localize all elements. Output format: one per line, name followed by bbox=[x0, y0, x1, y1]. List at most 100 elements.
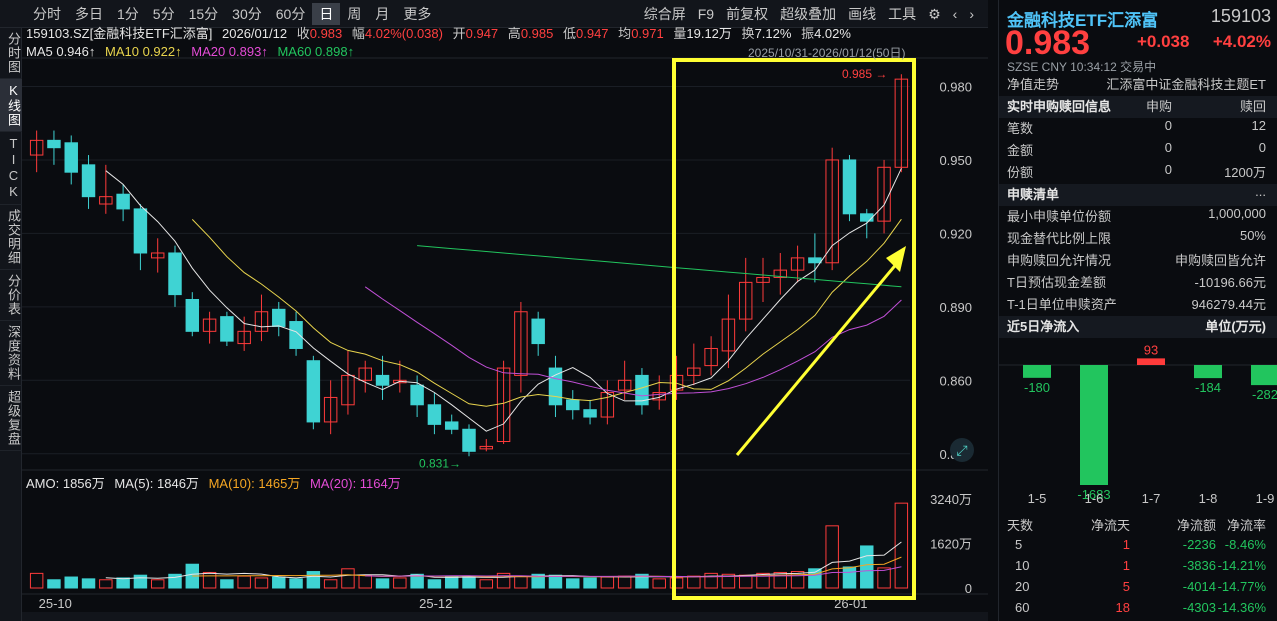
price-axis-label: 0.950 bbox=[939, 153, 972, 168]
side-tabs: 分时图 K线图 TICK 成交明细 分价表 深度资料 超级复盘 bbox=[0, 28, 22, 621]
period-tab-2[interactable]: 1分 bbox=[117, 5, 139, 22]
nav-row: 净值走势 汇添富中证金融科技主题ET bbox=[999, 74, 1277, 96]
chevron-right-icon[interactable]: › bbox=[969, 6, 974, 22]
candle-body bbox=[479, 445, 494, 450]
flow-value: -1683 bbox=[1077, 487, 1110, 502]
adjust-button[interactable]: 前复权 bbox=[726, 6, 769, 22]
candle-body bbox=[306, 360, 321, 423]
volume-bar bbox=[721, 573, 736, 589]
toolbar-right: 综合屏 F9 前复权 超级叠加 画线 工具 ⚙ ‹ › bbox=[638, 0, 980, 28]
date-axis-label: 25-10 bbox=[39, 596, 72, 611]
list-label: T日预估现金差额 bbox=[1007, 275, 1106, 290]
list-more-button[interactable]: ... bbox=[1255, 184, 1266, 199]
tbl-head-cell: 净流天 bbox=[1090, 518, 1130, 533]
period-tab-10[interactable]: 更多 bbox=[403, 5, 432, 22]
period-tab-3[interactable]: 5分 bbox=[152, 5, 175, 22]
tbl-cell: 18 bbox=[1115, 600, 1130, 615]
volume-bar bbox=[756, 572, 770, 589]
volume-bar bbox=[150, 579, 165, 589]
overlay-button[interactable]: 超级叠加 bbox=[780, 6, 837, 22]
side-tab-6[interactable]: 超级复盘 bbox=[0, 386, 22, 451]
period-tab-9[interactable]: 月 bbox=[375, 5, 390, 22]
tbl-cell: -3836 bbox=[1182, 558, 1216, 573]
expand-icon[interactable] bbox=[950, 438, 974, 462]
side-tab-3[interactable]: 成交明细 bbox=[0, 205, 22, 270]
candle-body bbox=[410, 384, 424, 406]
volume-bar bbox=[669, 577, 684, 589]
settings-icon[interactable]: ⚙ bbox=[928, 5, 941, 22]
candle-body bbox=[687, 367, 701, 376]
rt-label: 份额 bbox=[1007, 165, 1034, 180]
period-tab-7[interactable]: 日 bbox=[312, 2, 341, 25]
flow-table-row: 20 5 -4014 -14.77% bbox=[999, 579, 1277, 601]
volume-bar bbox=[773, 571, 788, 589]
candle-body bbox=[185, 299, 200, 332]
range-label: 振 bbox=[801, 26, 815, 41]
tbl-cell: -8.46% bbox=[1224, 537, 1266, 552]
rt-h1: 申购 bbox=[1145, 99, 1172, 114]
open-value: 0.947 bbox=[465, 26, 499, 41]
tbl-cell: -4303 bbox=[1182, 600, 1216, 615]
tbl-head-cell: 净流率 bbox=[1226, 518, 1266, 533]
volume-bar bbox=[842, 566, 857, 589]
price-axis-label: 0.980 bbox=[939, 79, 972, 94]
vol-ma5-label: MA(5): 1846万 bbox=[114, 476, 199, 491]
candle-body bbox=[756, 276, 770, 283]
ma-info-row: MA5 0.946↑ MA10 0.922↑ MA20 0.893↑ MA60 … bbox=[26, 44, 354, 64]
candle-body bbox=[358, 367, 372, 381]
candle-body bbox=[323, 396, 338, 423]
volume-bar bbox=[583, 577, 597, 589]
candle-body bbox=[894, 78, 909, 168]
ma20-line bbox=[364, 286, 902, 397]
candle-body bbox=[600, 392, 615, 418]
candle-body bbox=[462, 428, 476, 452]
volume-bar bbox=[427, 579, 442, 589]
period-tab-0[interactable]: 分时 bbox=[33, 5, 61, 22]
vol-label: 量 bbox=[673, 26, 687, 41]
side-tab-4[interactable]: 分价表 bbox=[0, 270, 22, 321]
candle-body bbox=[444, 421, 459, 430]
candle-body bbox=[721, 318, 736, 352]
draw-line-button[interactable]: 画线 bbox=[848, 6, 877, 22]
turn-label: 换 bbox=[741, 26, 755, 41]
side-tab-5[interactable]: 深度资料 bbox=[0, 321, 22, 386]
vol-ma20-line bbox=[365, 566, 902, 578]
chevron-left-icon[interactable]: ‹ bbox=[952, 6, 958, 22]
high-value: 0.985 bbox=[520, 26, 554, 41]
low-marker: 0.831→ bbox=[419, 456, 461, 470]
period-tab-1[interactable]: 多日 bbox=[75, 5, 103, 22]
flow-bar bbox=[1137, 358, 1165, 365]
candle-body bbox=[635, 374, 649, 406]
candle-body bbox=[289, 321, 303, 349]
list-title: 申赎清单 bbox=[1007, 187, 1060, 202]
vol-ma10-label: MA(10): 1465万 bbox=[208, 476, 301, 491]
volume-bar bbox=[738, 574, 753, 589]
candle-body bbox=[860, 213, 874, 222]
candle-body bbox=[341, 374, 355, 406]
period-tab-4[interactable]: 15分 bbox=[188, 5, 219, 22]
f9-button[interactable]: F9 bbox=[697, 6, 715, 22]
trend-arrow bbox=[735, 261, 900, 456]
side-tab-1[interactable]: K线图 bbox=[0, 79, 22, 132]
avg-label: 均 bbox=[618, 26, 632, 41]
flow-date: 1-5 bbox=[1028, 491, 1047, 506]
flow-table-row: 5 1 -2236 -8.46% bbox=[999, 537, 1277, 559]
flow-bar bbox=[1023, 365, 1051, 378]
ma5-label: MA5 0.946↑ bbox=[26, 44, 96, 59]
stock-name: 159103.SZ[金融科技ETF汇添富] bbox=[26, 26, 213, 41]
rt-h2: 赎回 bbox=[1239, 99, 1266, 114]
side-tab-2[interactable]: TICK bbox=[0, 132, 22, 205]
flow-table-head: 天数 净流天 净流额 净流率 bbox=[999, 515, 1277, 537]
period-tab-6[interactable]: 60分 bbox=[275, 5, 306, 22]
side-tab-0[interactable]: 分时图 bbox=[0, 28, 22, 79]
fund-name: 金融科技ETF汇添富 bbox=[1007, 11, 1159, 30]
volume-bar bbox=[652, 578, 666, 589]
period-tab-8[interactable]: 周 bbox=[347, 5, 362, 22]
tools-button[interactable]: 工具 bbox=[888, 6, 917, 22]
rt-red: 1200万 bbox=[1224, 165, 1266, 180]
period-tab-5[interactable]: 30分 bbox=[232, 5, 262, 22]
volume-bar bbox=[877, 567, 891, 589]
nav-label[interactable]: 净值走势 bbox=[1007, 77, 1060, 92]
comprehensive-screen-button[interactable]: 综合屏 bbox=[643, 6, 686, 22]
